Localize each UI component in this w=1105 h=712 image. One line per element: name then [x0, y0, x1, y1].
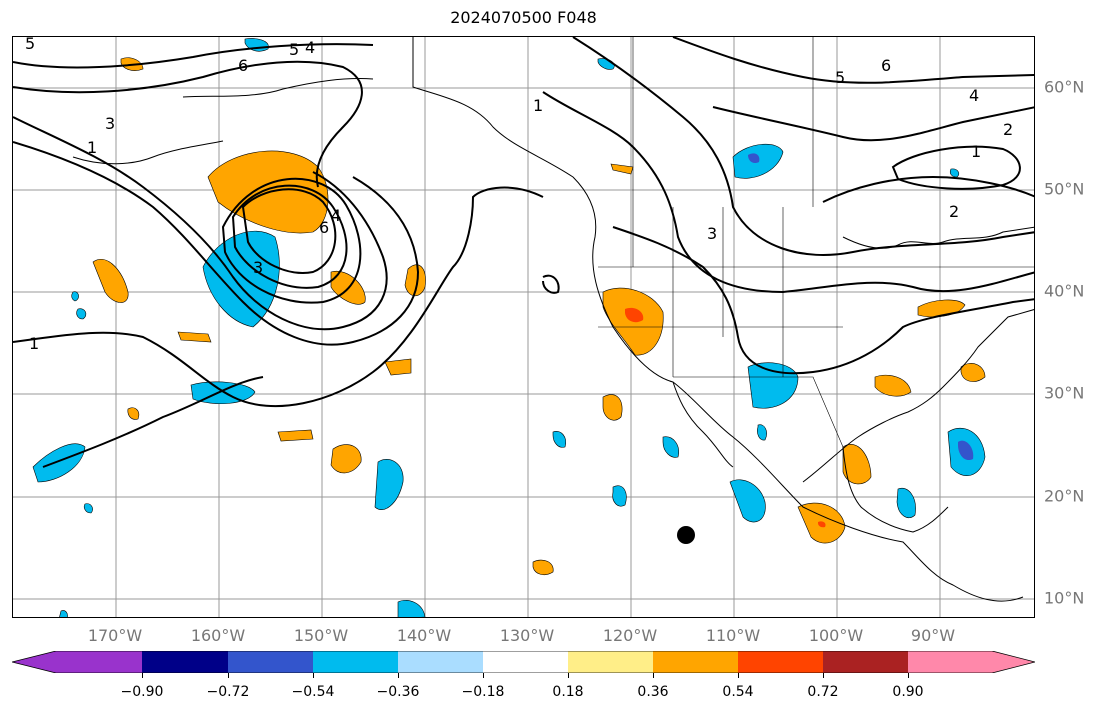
- colorbar-segment: [568, 651, 653, 673]
- map-canvas: 5 6 5 4 3 1 1 1 3 5 6 4 2 1 2 4 6 3: [13, 37, 1034, 617]
- contour-label: 3: [707, 224, 717, 243]
- colorbar-tick-mark: [908, 673, 909, 678]
- coastlines: [72, 37, 1034, 602]
- lat-label: 60°N: [1044, 77, 1085, 97]
- contour-label: 1: [533, 96, 543, 115]
- contour-label: 3: [253, 258, 263, 277]
- contour-label-group: 5 6 5 4 3 1 1 1 3 5 6 4 2 1 2 4 6 3: [25, 37, 1013, 353]
- colorbar-tick-mark: [738, 673, 739, 678]
- colorbar-segment: [908, 651, 1035, 673]
- colorbar-tick-label: 0.90: [892, 684, 924, 700]
- lon-label: 170°W: [87, 626, 143, 645]
- colorbar-tick-mark: [313, 673, 314, 678]
- contour-label: 4: [331, 206, 341, 225]
- lon-label: 90°W: [910, 626, 956, 645]
- colorbar-tick-label: −0.36: [376, 684, 420, 700]
- lat-label: 10°N: [1044, 588, 1085, 608]
- negative-shading: [32, 38, 986, 617]
- colorbar-segment: [313, 651, 398, 673]
- colorbar: [12, 651, 1035, 673]
- contour-label: 5: [289, 40, 299, 59]
- contour-label: 2: [1003, 120, 1013, 139]
- contour-label: 5: [835, 68, 845, 87]
- lon-label: 150°W: [293, 626, 349, 645]
- lon-label: 130°W: [499, 626, 555, 645]
- colorbar-segment: [483, 651, 568, 673]
- colorbar-tick-mark: [653, 673, 654, 678]
- contour-label: 6: [881, 56, 891, 75]
- colorbar-tick-mark: [398, 673, 399, 678]
- map-panel: 5 6 5 4 3 1 1 1 3 5 6 4 2 1 2 4 6 3: [12, 36, 1035, 618]
- colorbar-segment: [653, 651, 738, 673]
- colorbar-tick-label: 0.72: [807, 684, 839, 700]
- positive-shading: [92, 57, 986, 576]
- colorbar-tick-mark: [483, 673, 484, 678]
- contour-label: 6: [238, 56, 248, 75]
- lat-label: 50°N: [1044, 179, 1085, 199]
- storm-center-marker: [677, 526, 695, 544]
- colorbar-tick-label: 0.18: [552, 684, 584, 700]
- colorbar-tick-label: −0.54: [291, 684, 335, 700]
- map-title: 2024070500 F048: [450, 8, 597, 27]
- strong-positive-shading: [625, 307, 826, 528]
- lon-label: 110°W: [705, 626, 761, 645]
- lat-label: 30°N: [1044, 383, 1085, 403]
- colorbar-segment: [823, 651, 908, 673]
- lon-label: 160°W: [190, 626, 246, 645]
- colorbar-tick-label: −0.72: [206, 684, 250, 700]
- contour-label: 4: [305, 38, 315, 57]
- contour-label: 3: [105, 114, 115, 133]
- colorbar-tick-mark: [823, 673, 824, 678]
- colorbar-segment: [142, 651, 228, 673]
- colorbar-tick-label: 0.36: [637, 684, 669, 700]
- contour-label: 4: [969, 86, 979, 105]
- lon-label: 140°W: [396, 626, 452, 645]
- colorbar-tick-mark: [568, 673, 569, 678]
- contour-label: 1: [29, 334, 39, 353]
- graticule: [13, 37, 1034, 617]
- colorbar-tick-mark: [228, 673, 229, 678]
- colorbar-tick-label: −0.90: [120, 684, 164, 700]
- strong-negative-shading: [748, 153, 974, 461]
- contour-label: 1: [971, 142, 981, 161]
- contour-label: 1: [87, 138, 97, 157]
- contour-label: 2: [949, 202, 959, 221]
- colorbar-tick-label: 0.54: [722, 684, 754, 700]
- lat-label: 20°N: [1044, 486, 1085, 506]
- contour-label: 5: [25, 37, 35, 53]
- colorbar-segment: [228, 651, 313, 673]
- colorbar-tick-label: −0.18: [461, 684, 505, 700]
- lon-label: 120°W: [602, 626, 658, 645]
- colorbar-segment: [398, 651, 483, 673]
- lat-label: 40°N: [1044, 281, 1085, 301]
- contour-label: 6: [319, 218, 329, 237]
- colorbar-segment: [738, 651, 823, 673]
- contour-lines: [13, 37, 1034, 468]
- lon-label: 100°W: [808, 626, 864, 645]
- political-borders: [598, 37, 1034, 448]
- colorbar-segment: [12, 651, 142, 673]
- colorbar-tick-mark: [142, 673, 143, 678]
